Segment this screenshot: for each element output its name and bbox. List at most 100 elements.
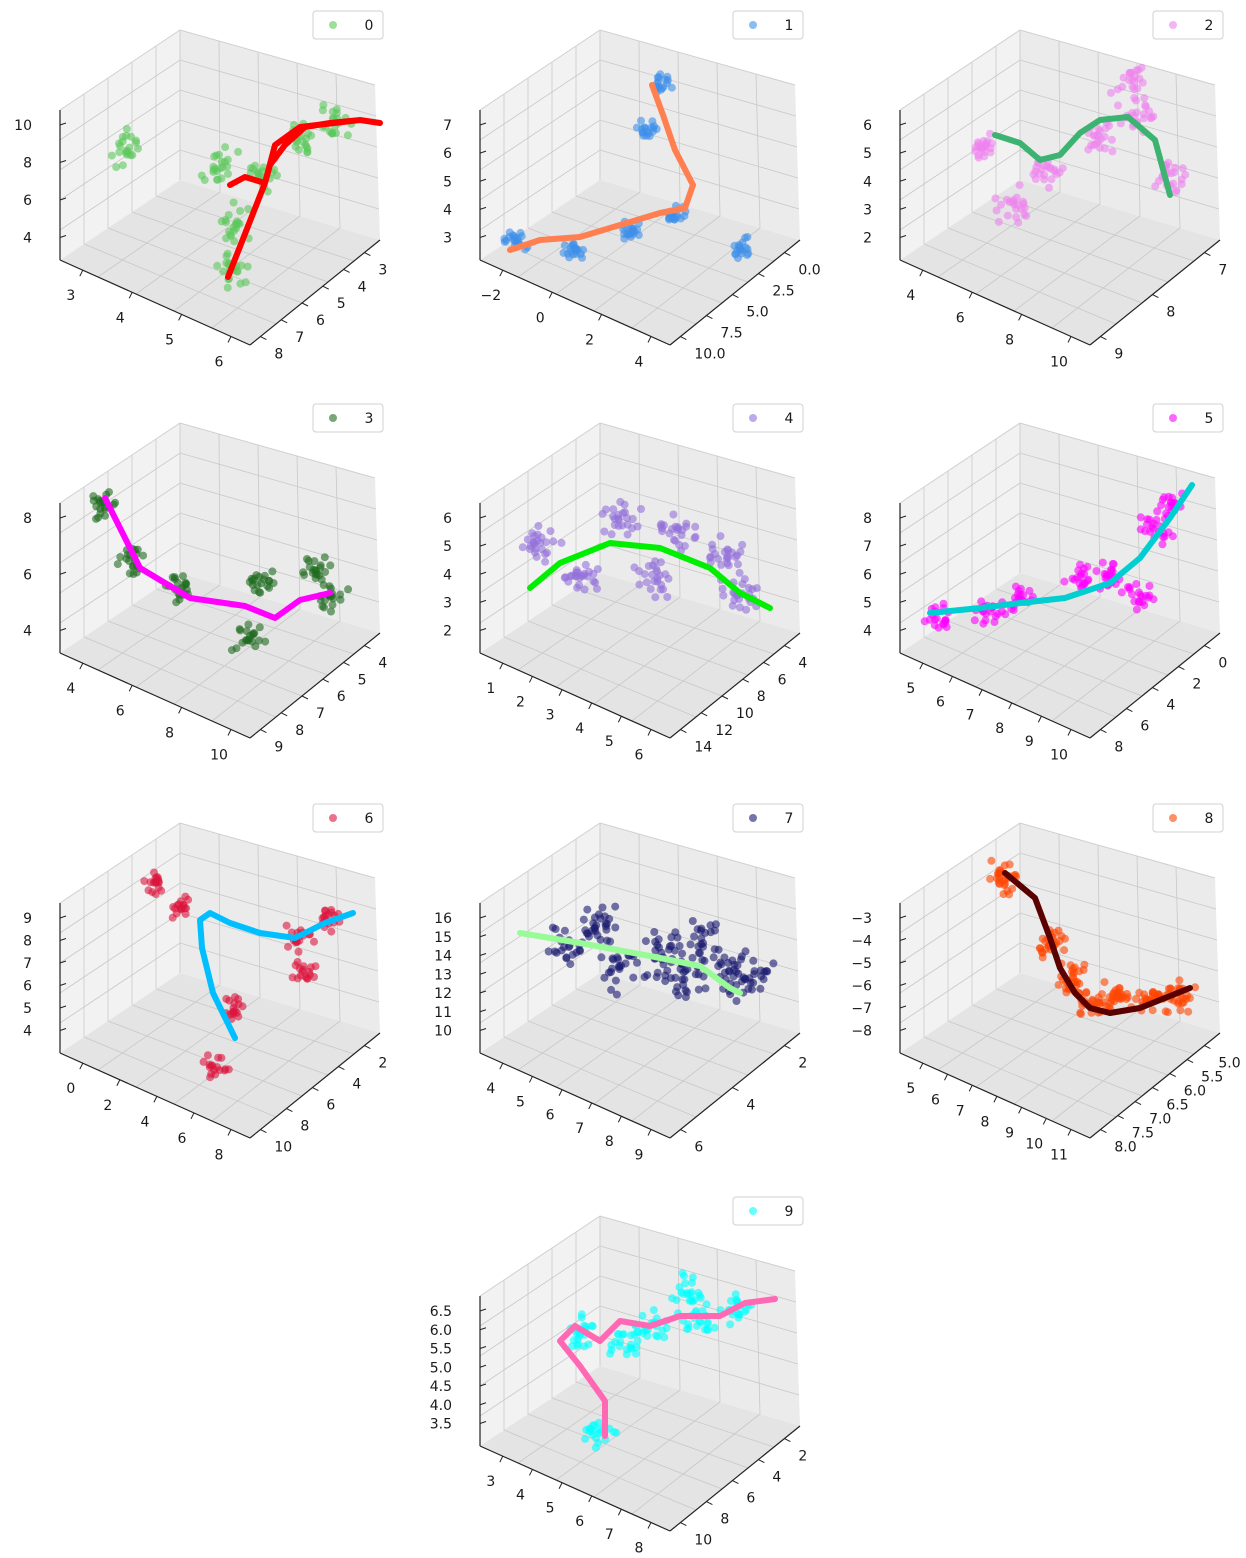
data-point xyxy=(1191,983,1200,992)
z-tick xyxy=(59,515,67,519)
data-point xyxy=(1178,164,1187,173)
data-point xyxy=(662,1324,671,1333)
z-tick xyxy=(479,178,487,182)
data-point xyxy=(217,217,226,226)
y-axis-line xyxy=(1089,1032,1221,1139)
data-point xyxy=(1132,995,1140,1003)
y-tick xyxy=(784,645,791,650)
data-point xyxy=(566,244,575,253)
gridline xyxy=(517,584,641,671)
data-point xyxy=(1036,944,1045,953)
y-tick-label: 7.5 xyxy=(720,326,742,342)
data-point xyxy=(302,134,311,143)
data-point xyxy=(173,578,182,587)
y-tick xyxy=(301,302,309,307)
data-point xyxy=(549,537,558,546)
data-point xyxy=(1114,101,1122,110)
data-point xyxy=(649,1306,658,1315)
x-axis-line xyxy=(899,652,1091,739)
data-point xyxy=(688,917,697,925)
y-tick-label: 7.5 xyxy=(1132,1126,1154,1142)
data-point xyxy=(1106,88,1115,97)
data-point xyxy=(658,524,667,533)
legend-box xyxy=(1152,10,1224,40)
z-tick xyxy=(479,1383,487,1387)
data-point xyxy=(769,959,778,968)
data-point xyxy=(175,595,184,604)
x-tick-label: 1 xyxy=(486,681,495,697)
y-tick xyxy=(343,268,350,273)
z-tick-label: 2 xyxy=(863,231,872,247)
data-point xyxy=(680,975,689,984)
data-point xyxy=(980,152,989,161)
gridline xyxy=(971,1004,1169,1076)
data-point xyxy=(259,575,268,584)
data-point xyxy=(1185,994,1194,1003)
x-tick xyxy=(617,716,622,723)
z-tick-label: 4 xyxy=(863,624,872,640)
data-point xyxy=(626,224,635,233)
gridline xyxy=(755,466,761,622)
gridline xyxy=(1013,1008,1141,1105)
y-tick-label: 4 xyxy=(746,1098,755,1114)
data-point xyxy=(321,568,330,576)
data-point xyxy=(229,198,238,207)
y-tick-label: 5 xyxy=(337,296,346,312)
y-tick xyxy=(1152,294,1159,299)
data-point xyxy=(672,213,681,222)
gridline xyxy=(593,1008,721,1105)
data-point xyxy=(657,85,665,94)
data-point xyxy=(995,876,1004,885)
data-point xyxy=(568,1342,577,1351)
z-tick xyxy=(899,938,907,941)
data-point xyxy=(1109,989,1118,998)
x-tick-label: −2 xyxy=(480,288,501,304)
data-point xyxy=(288,973,297,982)
data-point xyxy=(646,585,655,593)
y-axis-line xyxy=(249,239,381,346)
data-point xyxy=(509,235,518,244)
data-point xyxy=(541,557,550,566)
data-point xyxy=(640,570,649,579)
legend-box xyxy=(1152,803,1224,833)
data-point xyxy=(573,583,582,592)
x-tick xyxy=(1067,729,1072,736)
y-tick-label: 4 xyxy=(378,656,387,672)
data-point xyxy=(653,1332,662,1341)
data-point xyxy=(992,206,1001,215)
data-point xyxy=(930,615,939,624)
gridline xyxy=(971,211,1169,283)
z-tick-label: 12 xyxy=(434,986,452,1002)
data-point xyxy=(220,1066,229,1075)
data-point xyxy=(732,1295,741,1304)
y-tick-label: 2.5 xyxy=(772,284,794,300)
z-tick-label: 4.0 xyxy=(430,1398,452,1414)
x-tick xyxy=(178,314,183,321)
z-tick-label: −4 xyxy=(851,934,872,950)
y-tick xyxy=(322,678,330,683)
data-point xyxy=(591,578,600,587)
data-point xyxy=(699,972,708,981)
data-point xyxy=(611,923,620,932)
y-tick-label: 5.0 xyxy=(746,305,768,321)
y-tick-label: 10 xyxy=(274,1140,292,1156)
data-point xyxy=(690,932,699,941)
z-tick xyxy=(899,599,907,603)
gridline xyxy=(631,1020,761,1122)
z-tick xyxy=(59,160,67,163)
z-tick-label: 4 xyxy=(23,1024,32,1040)
data-point xyxy=(732,997,741,1005)
data-point xyxy=(939,599,948,608)
x-tick-label: 8 xyxy=(605,1134,614,1150)
data-point xyxy=(694,942,703,951)
data-point xyxy=(1107,135,1116,144)
data-point xyxy=(641,937,650,946)
data-point xyxy=(1130,94,1139,102)
data-point xyxy=(994,870,1003,878)
data-point xyxy=(627,1344,636,1353)
data-point xyxy=(516,228,525,237)
z-tick xyxy=(479,543,487,547)
z-tick xyxy=(59,628,67,631)
data-point xyxy=(321,907,330,915)
gridline xyxy=(923,636,1117,718)
